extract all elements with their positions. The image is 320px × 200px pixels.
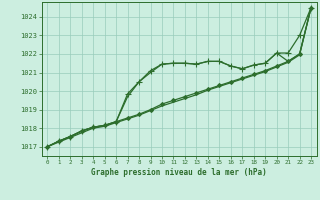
X-axis label: Graphe pression niveau de la mer (hPa): Graphe pression niveau de la mer (hPa) <box>91 168 267 177</box>
